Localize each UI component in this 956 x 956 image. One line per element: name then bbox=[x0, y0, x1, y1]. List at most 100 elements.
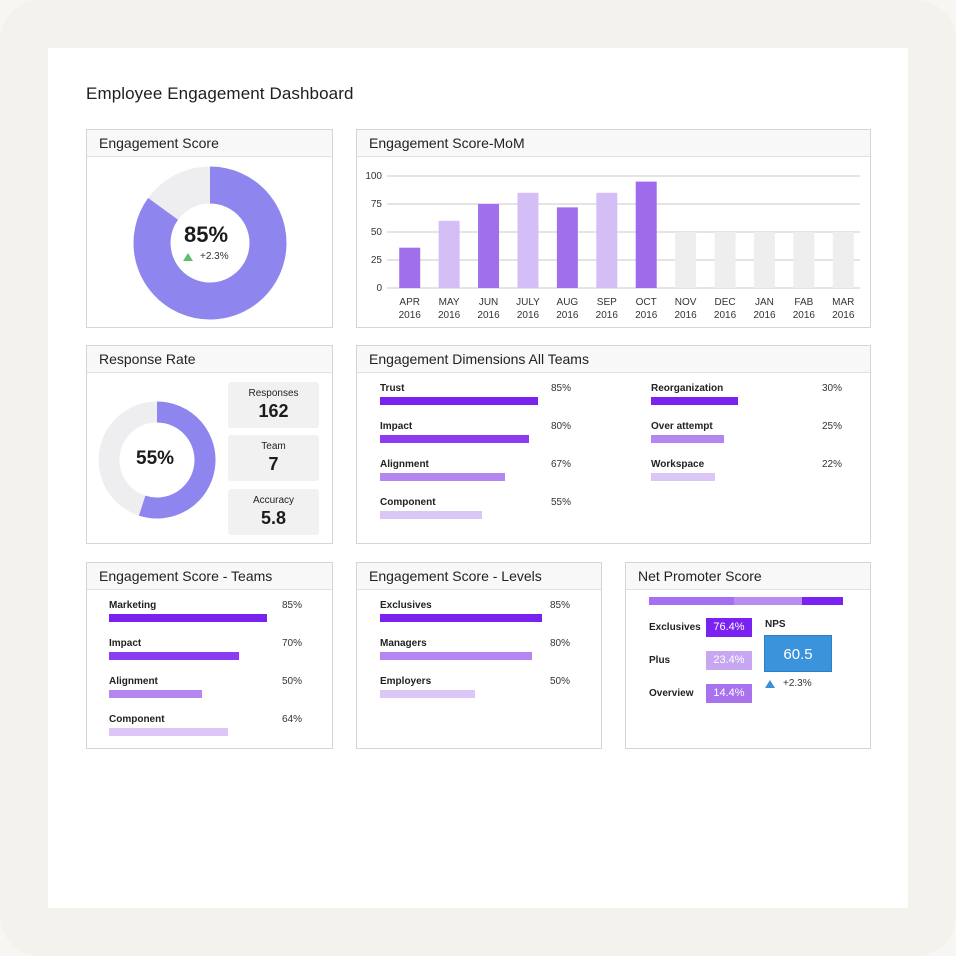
nps-label: NPS bbox=[765, 619, 786, 630]
nps-score-box: 60.5 bbox=[764, 635, 832, 672]
row-bar bbox=[651, 435, 724, 443]
nps-stack-segment bbox=[649, 597, 735, 605]
row-bar bbox=[651, 473, 715, 481]
row-percent: 30% bbox=[822, 383, 843, 394]
x-tick-label: DEC bbox=[714, 297, 735, 308]
x-tick-label: 2016 bbox=[675, 310, 698, 321]
stat-tile-responses: Responses 162 bbox=[228, 382, 319, 428]
row-bar bbox=[380, 511, 483, 519]
x-tick-label: 2016 bbox=[596, 310, 619, 321]
row-percent: 85% bbox=[282, 600, 303, 611]
y-tick-label: 75 bbox=[371, 199, 383, 210]
row-label: Impact bbox=[380, 421, 413, 432]
row-bar bbox=[380, 473, 505, 481]
row-percent: 64% bbox=[282, 714, 303, 725]
chart-bar bbox=[399, 247, 421, 288]
x-tick-label: 2016 bbox=[832, 310, 855, 321]
trend-up-icon bbox=[183, 252, 193, 261]
nps-stack-segment bbox=[802, 597, 843, 605]
row-label: Workspace bbox=[651, 459, 705, 470]
row-label: Component bbox=[380, 497, 436, 508]
trend-up-icon bbox=[765, 679, 775, 688]
nps-segment-label: Plus bbox=[649, 655, 671, 666]
row-percent: 70% bbox=[282, 638, 303, 649]
nps-stacked-bar bbox=[649, 597, 843, 605]
row-bar bbox=[380, 690, 475, 698]
row-percent: 22% bbox=[822, 459, 843, 470]
chart-bar bbox=[596, 192, 618, 288]
card-title: Engagement Dimensions All Teams bbox=[357, 346, 870, 373]
x-tick-label: 2016 bbox=[714, 310, 737, 321]
row-bar bbox=[109, 652, 240, 660]
row-percent: 85% bbox=[551, 383, 572, 394]
row-bar bbox=[109, 728, 229, 736]
row-label: Employers bbox=[380, 676, 432, 687]
engagement-donut bbox=[133, 166, 287, 320]
engagement-delta: +2.3% bbox=[183, 251, 229, 262]
chart-bar bbox=[714, 232, 736, 288]
x-tick-label: OCT bbox=[636, 297, 657, 308]
x-tick-label: AUG bbox=[557, 297, 579, 308]
chart-bar bbox=[832, 232, 854, 288]
x-tick-label: 2016 bbox=[517, 310, 540, 321]
chart-bar bbox=[675, 232, 697, 288]
x-tick-label: JAN bbox=[755, 297, 774, 308]
engagement-levels-card: Engagement Score - Levels Exclusives 85% M… bbox=[356, 562, 602, 749]
row-label: Managers bbox=[380, 638, 427, 649]
nps-segment-chip: 23.4% bbox=[706, 651, 752, 670]
row-bar bbox=[109, 690, 202, 698]
row-bar bbox=[380, 652, 532, 660]
nps-card: Net Promoter Score Exclusives 76.4% Plus… bbox=[625, 562, 871, 749]
stat-tile-accuracy: Accuracy 5.8 bbox=[228, 489, 319, 535]
nps-segment-label: Overview bbox=[649, 688, 694, 699]
row-label: Alignment bbox=[380, 459, 429, 470]
row-percent: 67% bbox=[551, 459, 572, 470]
stat-tile-team: Team 7 bbox=[228, 435, 319, 481]
response-rate-value: 55% bbox=[136, 448, 175, 469]
y-tick-label: 50 bbox=[371, 227, 383, 238]
card-title: Engagement Score - Teams bbox=[87, 563, 332, 590]
x-tick-label: 2016 bbox=[556, 310, 579, 321]
row-percent: 80% bbox=[551, 421, 572, 432]
x-tick-label: JULY bbox=[516, 297, 540, 308]
response-donut bbox=[98, 401, 216, 519]
y-tick-label: 100 bbox=[365, 171, 382, 182]
x-tick-label: 2016 bbox=[793, 310, 816, 321]
engagement-score-value: 85% bbox=[184, 222, 229, 247]
engagement-teams-card: Engagement Score - Teams Marketing 85% Imp… bbox=[86, 562, 333, 749]
x-tick-label: APR bbox=[399, 297, 420, 308]
mom-bar-chart: 100 75 50 25 0 APR 2016 MAY 2016 JUN 2016 JULY 2016 A… bbox=[365, 171, 860, 321]
chart-bar bbox=[478, 204, 500, 288]
row-bar bbox=[651, 397, 738, 405]
row-percent: 50% bbox=[550, 676, 571, 687]
x-tick-label: JUN bbox=[479, 297, 498, 308]
nps-segment-chip: 76.4% bbox=[706, 618, 752, 637]
row-label: Over attempt bbox=[651, 421, 713, 432]
nps-segment-chip: 14.4% bbox=[706, 684, 752, 703]
row-percent: 80% bbox=[550, 638, 571, 649]
card-title: Net Promoter Score bbox=[626, 563, 870, 590]
row-percent: 25% bbox=[822, 421, 843, 432]
x-tick-label: 2016 bbox=[399, 310, 422, 321]
x-tick-label: 2016 bbox=[753, 310, 776, 321]
nps-stack-segment bbox=[734, 597, 803, 605]
nps-delta: +2.3% bbox=[765, 678, 812, 689]
engagement-score-card: Engagement Score 85% +2.3% bbox=[86, 129, 333, 328]
chart-bar bbox=[517, 192, 539, 288]
row-label: Trust bbox=[380, 383, 405, 394]
chart-bar bbox=[438, 220, 460, 288]
x-tick-label: 2016 bbox=[635, 310, 658, 321]
row-label: Alignment bbox=[109, 676, 158, 687]
response-rate-card: Response Rate 55% Responses 162 Team 7 A… bbox=[86, 345, 333, 544]
engagement-mom-card: Engagement Score-MoM 100 75 50 25 0 APR 2016 MA… bbox=[356, 129, 871, 328]
chart-bar bbox=[753, 232, 775, 288]
row-percent: 85% bbox=[550, 600, 571, 611]
row-bar bbox=[380, 397, 539, 405]
row-label: Marketing bbox=[109, 600, 157, 611]
chart-bar bbox=[556, 207, 578, 288]
row-label: Reorganization bbox=[651, 383, 724, 394]
row-percent: 50% bbox=[282, 676, 303, 687]
chart-bar bbox=[635, 181, 657, 288]
x-tick-label: 2016 bbox=[438, 310, 461, 321]
x-tick-label: SEP bbox=[597, 297, 617, 308]
